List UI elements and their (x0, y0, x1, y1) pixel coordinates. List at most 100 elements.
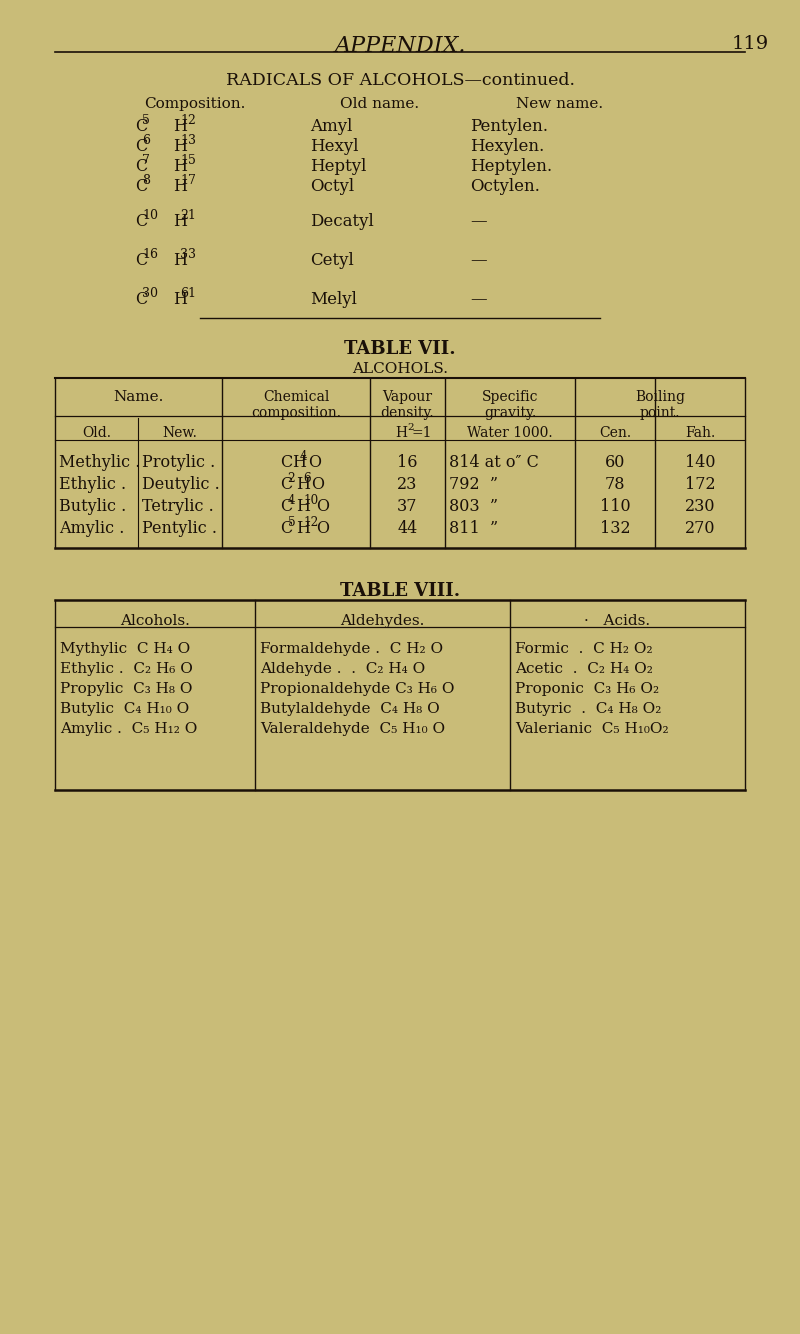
Text: 6: 6 (303, 472, 310, 484)
Text: 811  ”: 811 ” (449, 520, 498, 538)
Text: 2: 2 (407, 423, 414, 432)
Text: 16: 16 (398, 454, 418, 471)
Text: 60: 60 (605, 454, 625, 471)
Text: 78: 78 (605, 476, 626, 494)
Text: APPENDIX.: APPENDIX. (334, 35, 466, 57)
Text: Hexyl: Hexyl (310, 137, 358, 155)
Text: O: O (308, 454, 321, 471)
Text: RADICALS OF ALCOHOLS—continued.: RADICALS OF ALCOHOLS—continued. (226, 72, 574, 89)
Text: 4: 4 (288, 494, 295, 507)
Text: Valerianic  C₅ H₁₀O₂: Valerianic C₅ H₁₀O₂ (515, 722, 669, 736)
Text: Aldehyde .  .  C₂ H₄ O: Aldehyde . . C₂ H₄ O (260, 662, 426, 676)
Text: H: H (173, 157, 187, 175)
Text: =1: =1 (411, 426, 432, 440)
Text: Propionaldehyde C₃ H₆ O: Propionaldehyde C₃ H₆ O (260, 682, 454, 696)
Text: C: C (135, 137, 147, 155)
Text: C: C (281, 520, 293, 538)
Text: Propylic  C₃ H₈ O: Propylic C₃ H₈ O (60, 682, 193, 696)
Text: C: C (135, 213, 147, 229)
Text: C: C (135, 291, 147, 308)
Text: 37: 37 (398, 498, 418, 515)
Text: Amylic .  C₅ H₁₂ O: Amylic . C₅ H₁₂ O (60, 722, 198, 736)
Text: Ethylic .: Ethylic . (59, 476, 126, 494)
Text: Deutylic .: Deutylic . (142, 476, 220, 494)
Text: Octyl: Octyl (310, 177, 354, 195)
Text: Aldehydes.: Aldehydes. (340, 614, 425, 628)
Text: 2: 2 (288, 472, 295, 484)
Text: H: H (296, 498, 310, 515)
Text: Formaldehyde .  C H₂ O: Formaldehyde . C H₂ O (260, 642, 443, 656)
Text: 7: 7 (142, 153, 150, 167)
Text: Formic  .  C H₂ O₂: Formic . C H₂ O₂ (515, 642, 653, 656)
Text: C: C (135, 252, 147, 269)
Text: Old name.: Old name. (341, 97, 419, 111)
Text: Name.: Name. (114, 390, 164, 404)
Text: Pentylen.: Pentylen. (470, 117, 548, 135)
Text: Tetrylic .: Tetrylic . (142, 498, 214, 515)
Text: 132: 132 (600, 520, 630, 538)
Text: Chemical
composition.: Chemical composition. (251, 390, 341, 420)
Text: Mythylic  C H₄ O: Mythylic C H₄ O (60, 642, 190, 656)
Text: Cetyl: Cetyl (310, 252, 354, 269)
Text: H: H (173, 117, 187, 135)
Text: Butylic .: Butylic . (59, 498, 126, 515)
Text: 61: 61 (180, 287, 196, 300)
Text: 172: 172 (685, 476, 715, 494)
Text: Heptyl: Heptyl (310, 157, 366, 175)
Text: New.: New. (162, 426, 198, 440)
Text: C: C (281, 498, 293, 515)
Text: 140: 140 (685, 454, 715, 471)
Text: Old.: Old. (82, 426, 111, 440)
Text: O: O (317, 520, 330, 538)
Text: —: — (470, 252, 486, 269)
Text: Butyric  .  C₄ H₈ O₂: Butyric . C₄ H₈ O₂ (515, 702, 662, 716)
Text: 17: 17 (180, 173, 196, 187)
Text: ALCOHOLS.: ALCOHOLS. (352, 362, 448, 376)
Text: TABLE VIII.: TABLE VIII. (340, 582, 460, 600)
Text: 10: 10 (303, 494, 318, 507)
Text: 12: 12 (180, 113, 196, 127)
Text: 33: 33 (180, 248, 196, 261)
Text: H: H (293, 454, 306, 471)
Text: Melyl: Melyl (310, 291, 357, 308)
Text: —: — (470, 213, 486, 229)
Text: Amyl: Amyl (310, 117, 352, 135)
Text: H: H (296, 476, 310, 494)
Text: H: H (296, 520, 310, 538)
Text: Protylic .: Protylic . (142, 454, 215, 471)
Text: Amylic .: Amylic . (59, 520, 124, 538)
Text: 10: 10 (142, 209, 158, 221)
Text: Fah.: Fah. (685, 426, 715, 440)
Text: ·   Acids.: · Acids. (585, 614, 650, 628)
Text: Valeraldehyde  C₅ H₁₀ O: Valeraldehyde C₅ H₁₀ O (260, 722, 445, 736)
Text: Ethylic .  C₂ H₆ O: Ethylic . C₂ H₆ O (60, 662, 193, 676)
Text: Decatyl: Decatyl (310, 213, 374, 229)
Text: 814 at o″ C: 814 at o″ C (449, 454, 539, 471)
Text: Cen.: Cen. (599, 426, 631, 440)
Text: 12: 12 (303, 516, 318, 528)
Text: Octylen.: Octylen. (470, 177, 540, 195)
Text: —: — (470, 291, 486, 308)
Text: 13: 13 (180, 133, 196, 147)
Text: Proponic  C₃ H₆ O₂: Proponic C₃ H₆ O₂ (515, 682, 659, 696)
Text: 803  ”: 803 ” (449, 498, 498, 515)
Text: Composition.: Composition. (144, 97, 246, 111)
Text: 4: 4 (300, 450, 307, 463)
Text: Methylic .: Methylic . (59, 454, 140, 471)
Text: C: C (281, 476, 293, 494)
Text: Alcohols.: Alcohols. (120, 614, 190, 628)
Text: 119: 119 (732, 35, 770, 53)
Text: 21: 21 (180, 209, 196, 221)
Text: H: H (395, 426, 407, 440)
Text: Acetic  .  C₂ H₄ O₂: Acetic . C₂ H₄ O₂ (515, 662, 653, 676)
Text: C: C (135, 117, 147, 135)
Text: H: H (173, 291, 187, 308)
Text: C: C (135, 157, 147, 175)
Text: C: C (135, 177, 147, 195)
Text: Water 1000.: Water 1000. (467, 426, 553, 440)
Text: C: C (281, 454, 293, 471)
Text: 16: 16 (142, 248, 158, 261)
Text: Hexylen.: Hexylen. (470, 137, 544, 155)
Text: O: O (317, 498, 330, 515)
Text: 8: 8 (142, 173, 150, 187)
